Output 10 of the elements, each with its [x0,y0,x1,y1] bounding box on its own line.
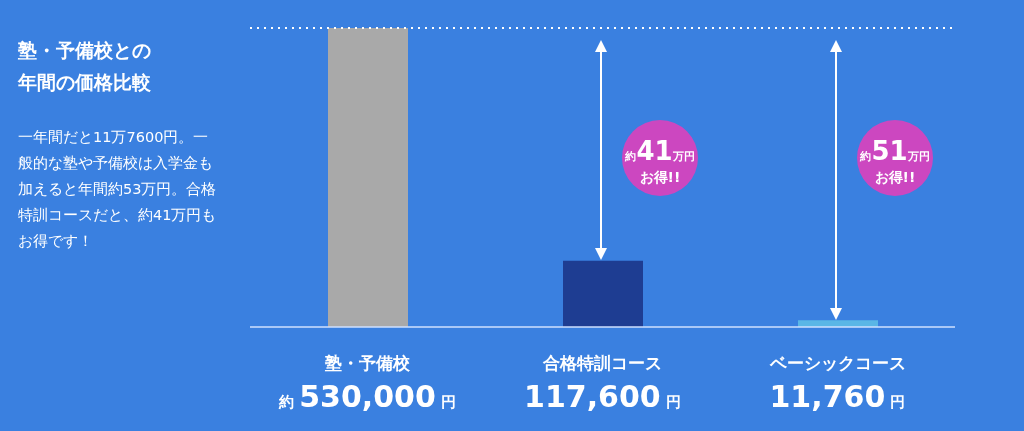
annotation: 約41万円お得!! [624,136,695,185]
data-label: 11,760 円 [769,379,906,414]
x-tick-label: 塾・予備校 [324,353,411,373]
x-tick-label: 合格特訓コース [542,353,662,373]
text: 一年間だと11万7600円。一般的な塾や予備校は入学金も加えると年間約53万円。合格特訓コースだと、約41万円もお得です！ [18,128,218,251]
text: 塾・予備校との年間の価格比較 [18,38,152,95]
annotation: 約51万円お得!! [859,136,930,185]
data-label: 117,600 円 [524,379,681,414]
x-tick-label: ベーシックコース [768,353,906,373]
data-label: 約 530,000 円 [277,379,457,414]
